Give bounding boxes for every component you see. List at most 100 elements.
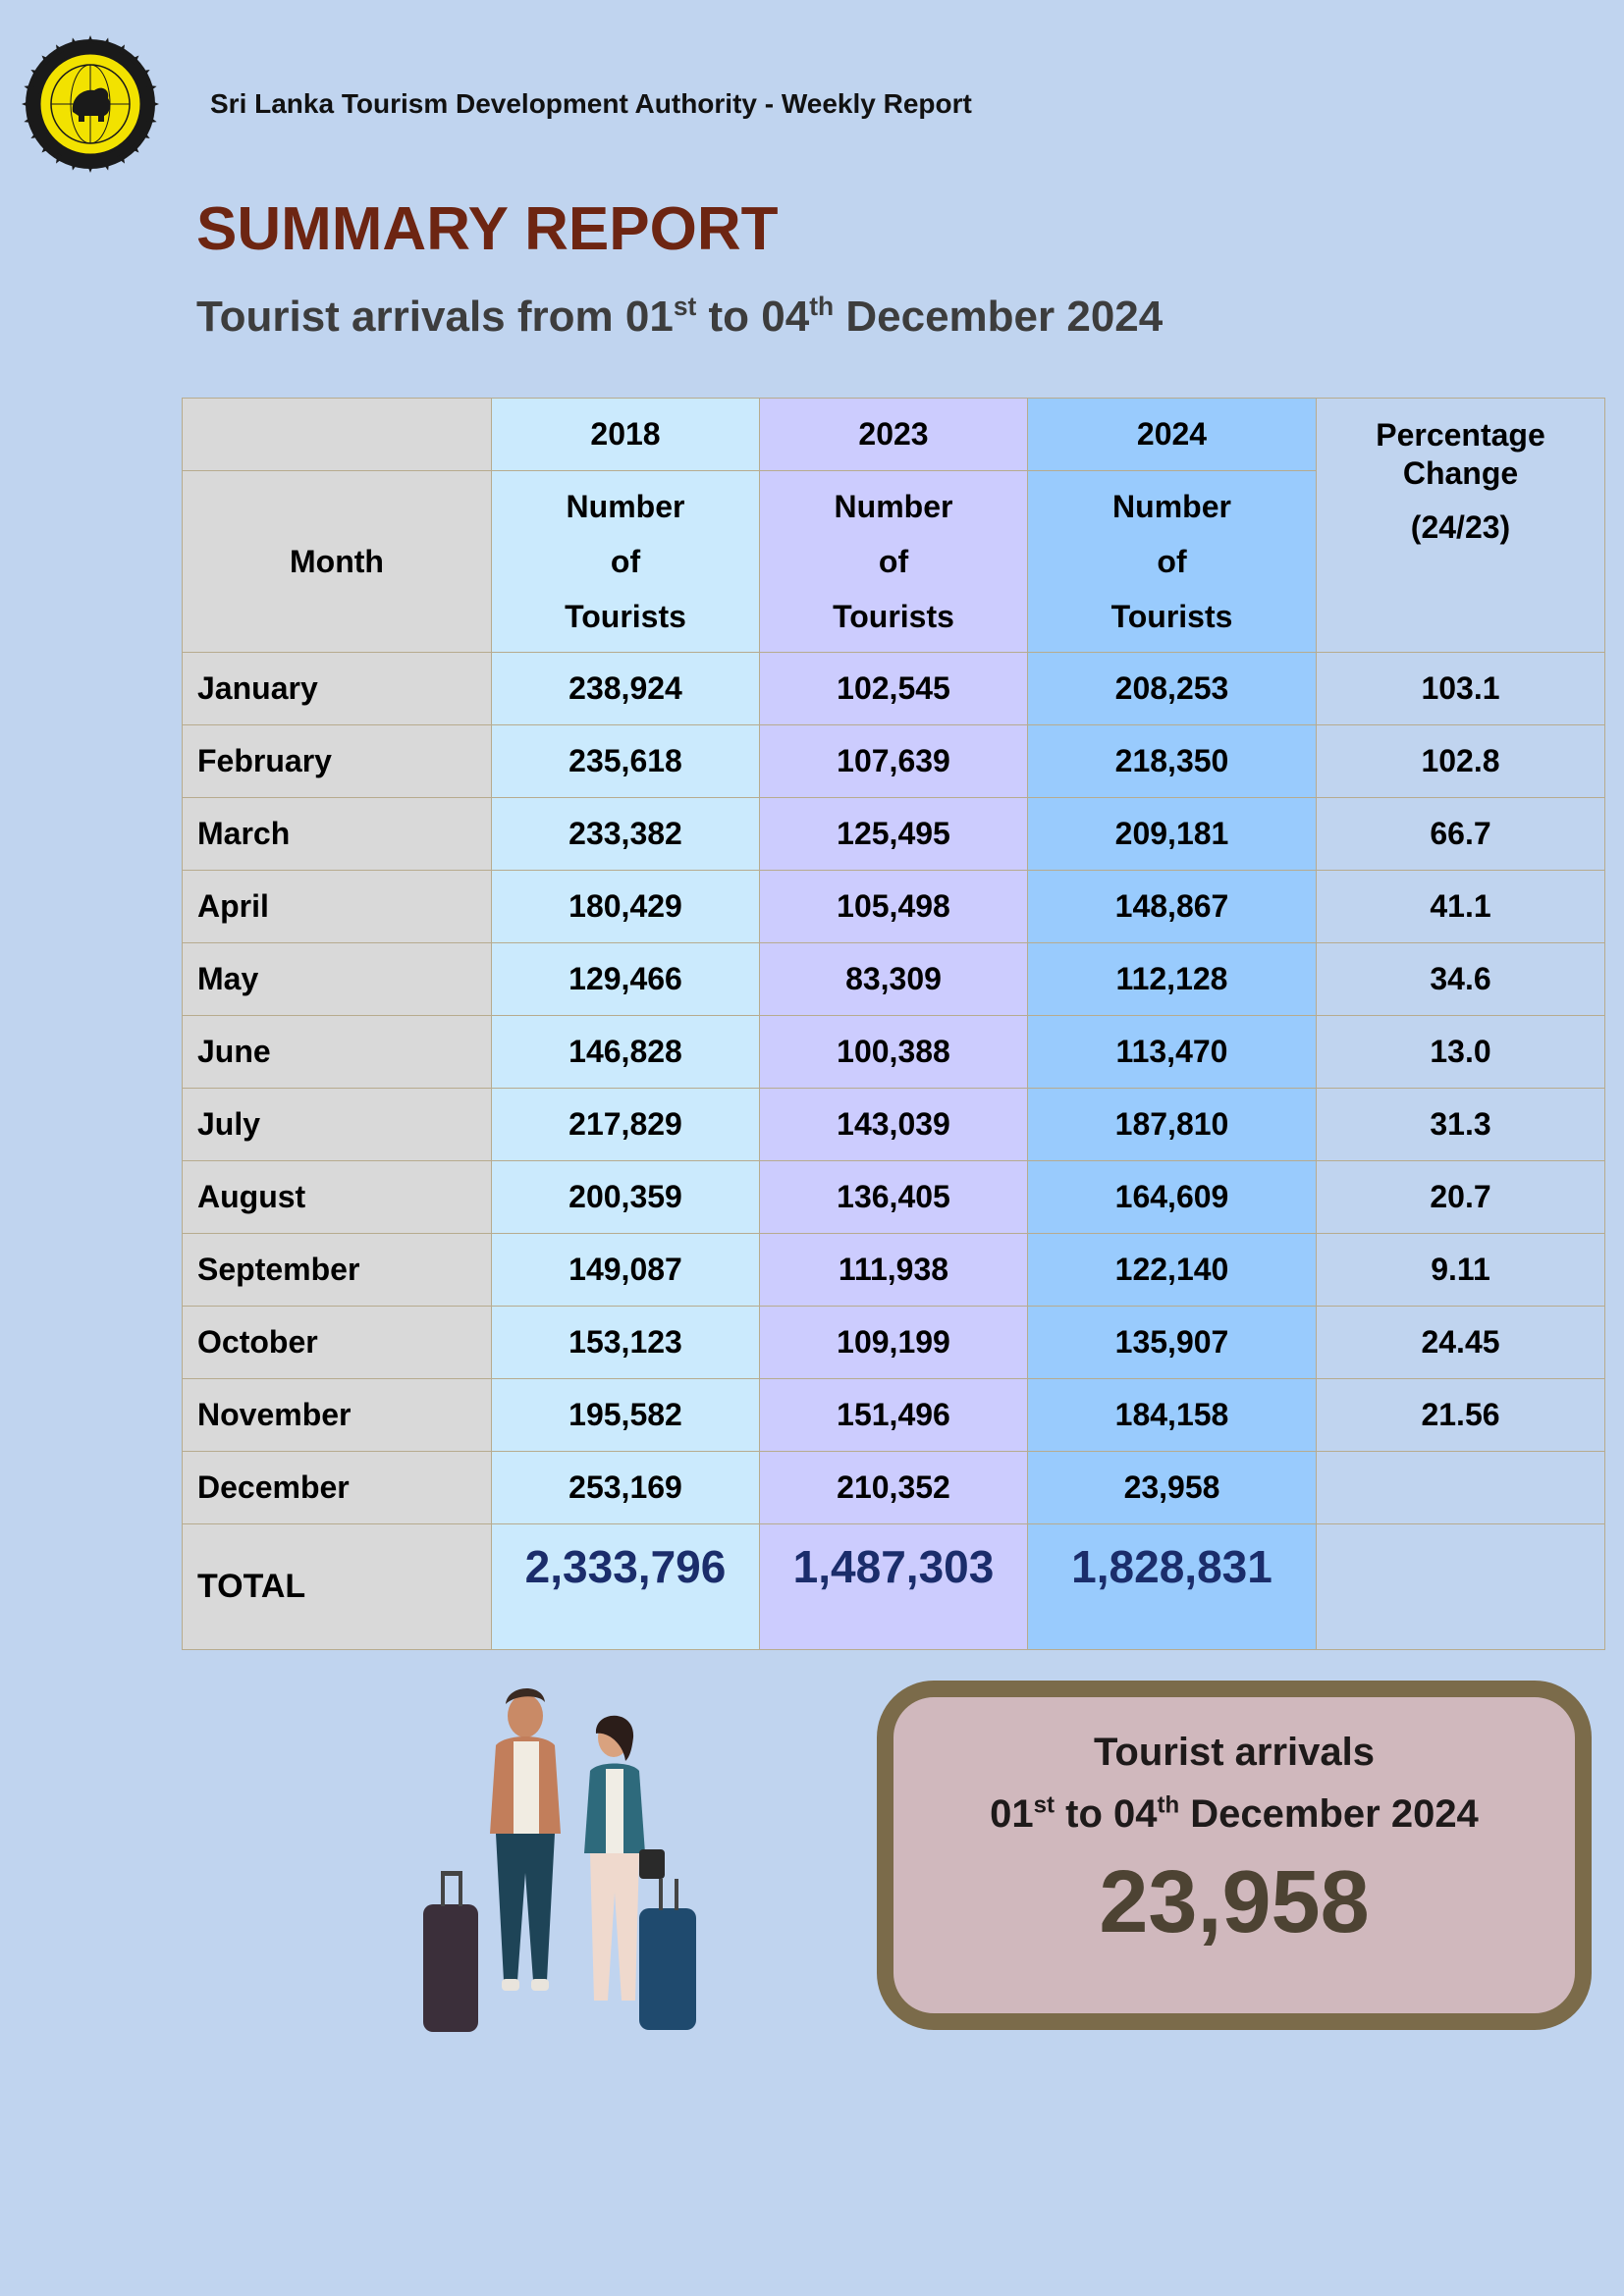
subtitle-sup-st: st bbox=[673, 292, 697, 322]
month-cell: April bbox=[182, 870, 492, 943]
value-2024-cell: 113,470 bbox=[1027, 1015, 1317, 1089]
value-2018-cell: 253,169 bbox=[491, 1451, 760, 1524]
value-2024-cell: 187,810 bbox=[1027, 1088, 1317, 1161]
value-2023-cell: 105,498 bbox=[759, 870, 1028, 943]
percentage-change-cell: 31.3 bbox=[1316, 1088, 1605, 1161]
subtitle-mid: to 04 bbox=[696, 293, 810, 341]
percentage-change-sub: (24/23) bbox=[1410, 509, 1511, 545]
header-line: Number bbox=[834, 489, 953, 524]
travelers-with-luggage-icon bbox=[423, 1687, 696, 2032]
month-cell: August bbox=[182, 1160, 492, 1234]
highlight-label: Tourist arrivals bbox=[1093, 1731, 1376, 1774]
value-2018-cell: 200,359 bbox=[491, 1160, 760, 1234]
table-row: July 217,829 143,039 187,810 31.3 bbox=[182, 1088, 1605, 1161]
month-cell: December bbox=[182, 1451, 492, 1524]
corner-cell bbox=[182, 398, 492, 471]
subtitle-prefix: Tourist arrivals from 01 bbox=[196, 293, 674, 341]
value-2023-cell: 109,199 bbox=[759, 1306, 1028, 1379]
value-2018-cell: 195,582 bbox=[491, 1378, 760, 1452]
table-row: March 233,382 125,495 209,181 66.7 bbox=[182, 797, 1605, 871]
table-row: November 195,582 151,496 184,158 21.56 bbox=[182, 1378, 1605, 1452]
percentage-change-cell: 24.45 bbox=[1316, 1306, 1605, 1379]
number-of-tourists-header-2023: Number of Tourists bbox=[759, 470, 1028, 653]
highlight-sup-th: th bbox=[1157, 1791, 1180, 1819]
table-row: June 146,828 100,388 113,470 13.0 bbox=[182, 1015, 1605, 1089]
value-2018-cell: 238,924 bbox=[491, 652, 760, 725]
page-title: SUMMARY REPORT bbox=[196, 195, 779, 263]
percentage-change-cell: 13.0 bbox=[1316, 1015, 1605, 1089]
table-row: December 253,169 210,352 23,958 bbox=[182, 1451, 1605, 1524]
year-header-2023: 2023 bbox=[759, 398, 1028, 471]
value-2024-cell: 135,907 bbox=[1027, 1306, 1317, 1379]
header-line: Number bbox=[566, 489, 685, 524]
month-cell: May bbox=[182, 942, 492, 1016]
value-2018-cell: 233,382 bbox=[491, 797, 760, 871]
value-2023-cell: 102,545 bbox=[759, 652, 1028, 725]
percentage-change-cell: 66.7 bbox=[1316, 797, 1605, 871]
percentage-change-cell: 21.56 bbox=[1316, 1378, 1605, 1452]
value-2024-cell: 209,181 bbox=[1027, 797, 1317, 871]
month-cell: February bbox=[182, 724, 492, 798]
value-2023-cell: 143,039 bbox=[759, 1088, 1028, 1161]
month-cell: June bbox=[182, 1015, 492, 1089]
header-line: of bbox=[878, 544, 909, 579]
number-of-tourists-header-2024: Number of Tourists bbox=[1027, 470, 1317, 653]
value-2023-cell: 83,309 bbox=[759, 942, 1028, 1016]
header-line: Number bbox=[1112, 489, 1231, 524]
percentage-change-cell: 41.1 bbox=[1316, 870, 1605, 943]
value-2018-cell: 146,828 bbox=[491, 1015, 760, 1089]
percentage-change-cell: 20.7 bbox=[1316, 1160, 1605, 1234]
value-2018-cell: 129,466 bbox=[491, 942, 760, 1016]
value-2023-cell: 151,496 bbox=[759, 1378, 1028, 1452]
year-header-row: 2018 2023 2024 Percentage Change (24/23) bbox=[182, 398, 1605, 653]
header-line: Tourists bbox=[1110, 599, 1233, 634]
header-line: of bbox=[1157, 544, 1187, 579]
month-cell: November bbox=[182, 1378, 492, 1452]
month-cell: July bbox=[182, 1088, 492, 1161]
organization-name: Sri Lanka Tourism Development Authority … bbox=[210, 88, 972, 119]
value-2024-cell: 122,140 bbox=[1027, 1233, 1317, 1307]
total-label: TOTAL bbox=[182, 1523, 492, 1650]
header-line: Tourists bbox=[833, 599, 954, 634]
lion-emblem-icon bbox=[22, 35, 159, 173]
percentage-change-cell: 34.6 bbox=[1316, 942, 1605, 1016]
value-2018-cell: 153,123 bbox=[491, 1306, 760, 1379]
percentage-change-cell: 103.1 bbox=[1316, 652, 1605, 725]
value-2023-cell: 210,352 bbox=[759, 1451, 1028, 1524]
table-row: April 180,429 105,498 148,867 41.1 bbox=[182, 870, 1605, 943]
value-2023-cell: 107,639 bbox=[759, 724, 1028, 798]
value-2024-cell: 208,253 bbox=[1027, 652, 1317, 725]
percentage-change-cell: 102.8 bbox=[1316, 724, 1605, 798]
page-subtitle: Tourist arrivals from 01st to 04th Decem… bbox=[196, 293, 1163, 342]
table-row: May 129,466 83,309 112,128 34.6 bbox=[182, 942, 1605, 1016]
percentage-change-label: Percentage Change bbox=[1376, 417, 1545, 491]
header-line: Tourists bbox=[565, 599, 686, 634]
column-header-row: Month Number of Tourists Number of Touri… bbox=[182, 470, 1605, 653]
value-2024-cell: 164,609 bbox=[1027, 1160, 1317, 1234]
table-row: August 200,359 136,405 164,609 20.7 bbox=[182, 1160, 1605, 1234]
value-2018-cell: 149,087 bbox=[491, 1233, 760, 1307]
header-line: of bbox=[610, 544, 641, 579]
table-row: September 149,087 111,938 122,140 9.11 bbox=[182, 1233, 1605, 1307]
arrivals-table: 2018 2023 2024 Percentage Change (24/23)… bbox=[182, 398, 1605, 1650]
number-of-tourists-header-2018: Number of Tourists bbox=[491, 470, 760, 653]
value-2024-cell: 23,958 bbox=[1027, 1451, 1317, 1524]
percentage-change-header: Percentage Change (24/23) bbox=[1316, 398, 1605, 653]
total-2024: 1,828,831 bbox=[1027, 1523, 1317, 1650]
percentage-change-cell bbox=[1316, 1451, 1605, 1524]
table-row: February 235,618 107,639 218,350 102.8 bbox=[182, 724, 1605, 798]
total-2023: 1,487,303 bbox=[759, 1523, 1028, 1650]
value-2024-cell: 184,158 bbox=[1027, 1378, 1317, 1452]
value-2018-cell: 235,618 bbox=[491, 724, 760, 798]
highlight-date-mid: to 04 bbox=[1055, 1792, 1158, 1836]
value-2023-cell: 125,495 bbox=[759, 797, 1028, 871]
total-row: TOTAL 2,333,796 1,487,303 1,828,831 bbox=[182, 1523, 1605, 1650]
value-2023-cell: 111,938 bbox=[759, 1233, 1028, 1307]
subtitle-sup-th: th bbox=[809, 292, 835, 322]
total-2018: 2,333,796 bbox=[491, 1523, 760, 1650]
table-row: January 238,924 102,545 208,253 103.1 bbox=[182, 652, 1605, 725]
subtitle-suffix: December 2024 bbox=[834, 293, 1164, 341]
highlight-date: 01st to 04th December 2024 bbox=[893, 1792, 1575, 1837]
table-row: October 153,123 109,199 135,907 24.45 bbox=[182, 1306, 1605, 1379]
highlight-box: Tourist arrivals 01st to 04th December 2… bbox=[877, 1681, 1592, 2030]
